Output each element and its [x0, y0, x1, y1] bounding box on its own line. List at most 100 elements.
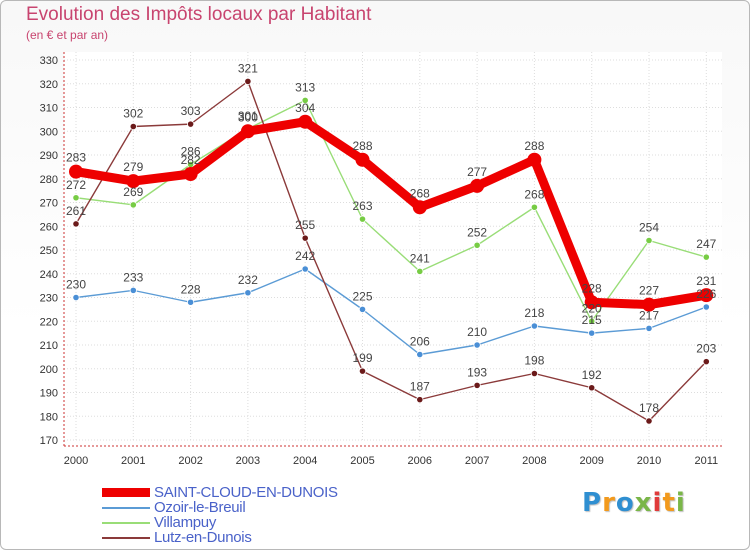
y-tick-label: 270: [40, 198, 58, 210]
data-label-saint-cloud-en-dunois: 282: [181, 153, 201, 167]
x-tick-label: 2003: [236, 455, 260, 467]
x-tick-label: 2008: [522, 455, 546, 467]
data-point-ozoir-le-breuil: [645, 324, 653, 332]
data-label-lutz-en-dunois: 198: [524, 354, 544, 368]
logo-letter: P: [582, 488, 603, 518]
x-tick-label: 2005: [350, 455, 374, 467]
data-point-saint-cloud-en-dunois: [240, 124, 255, 139]
logo-letter: x: [634, 488, 653, 518]
data-point-villampuy: [301, 96, 309, 104]
data-label-ozoir-le-breuil: 233: [123, 270, 143, 284]
data-point-saint-cloud-en-dunois: [69, 164, 83, 179]
data-point-villampuy: [588, 317, 596, 325]
data-label-saint-cloud-en-dunois: 227: [639, 284, 659, 298]
data-point-saint-cloud-en-dunois: [527, 152, 542, 167]
data-label-saint-cloud-en-dunois: 228: [582, 281, 602, 295]
y-tick-label: 170: [40, 435, 58, 447]
data-label-saint-cloud-en-dunois: 304: [295, 101, 315, 115]
data-point-lutz-en-dunois: [588, 384, 596, 392]
data-label-lutz-en-dunois: 302: [123, 107, 143, 121]
y-tick-label: 280: [40, 174, 58, 186]
data-label-villampuy: 254: [639, 221, 659, 235]
data-point-lutz-en-dunois: [416, 396, 424, 404]
legend-swatch: [102, 522, 150, 524]
data-point-saint-cloud-en-dunois: [298, 114, 313, 129]
legend-label: SAINT-CLOUD-EN-DUNOIS: [154, 484, 338, 501]
data-label-lutz-en-dunois: 187: [410, 380, 430, 394]
data-label-ozoir-le-breuil: 210: [467, 325, 487, 339]
data-label-ozoir-le-breuil: 206: [410, 335, 430, 349]
data-label-saint-cloud-en-dunois: 288: [352, 139, 372, 153]
legend-label: Lutz-en-Dunois: [154, 529, 252, 546]
y-tick-label: 200: [40, 364, 58, 376]
data-label-layer: 230 233 228 232 242 225 206 210 218 215 217 226 272 2…: [66, 61, 717, 415]
y-tick-label: 190: [40, 388, 58, 400]
x-tick-label: 2001: [121, 455, 145, 467]
y-tick-label: 300: [40, 126, 58, 138]
data-label-villampuy: 263: [352, 199, 372, 213]
data-point-lutz-en-dunois: [702, 358, 710, 366]
data-point-villampuy: [72, 194, 80, 202]
data-label-lutz-en-dunois: 192: [582, 368, 602, 382]
logo-letter: i: [675, 488, 686, 518]
data-label-ozoir-le-breuil: 215: [582, 313, 602, 327]
data-label-ozoir-le-breuil: 242: [295, 249, 315, 263]
legend-swatch: [102, 488, 150, 497]
logo-letter: i: [652, 488, 663, 518]
data-label-villampuy: 241: [410, 251, 430, 265]
data-point-saint-cloud-en-dunois: [584, 295, 599, 310]
data-label-lutz-en-dunois: 321: [238, 61, 258, 75]
y-tick-label: 260: [40, 221, 58, 233]
data-label-ozoir-le-breuil: 218: [524, 306, 544, 320]
data-point-lutz-en-dunois: [473, 381, 481, 389]
data-label-villampuy: 313: [295, 80, 315, 94]
data-label-lutz-en-dunois: 203: [696, 342, 716, 356]
data-point-saint-cloud-en-dunois: [642, 297, 656, 312]
data-point-villampuy: [702, 253, 710, 261]
y-tick-label: 240: [40, 269, 58, 281]
data-point-ozoir-le-breuil: [187, 298, 195, 306]
chart-title: Evolution des Impôts locaux par Habitant: [26, 4, 372, 25]
data-label-ozoir-le-breuil: 226: [696, 287, 716, 301]
data-label-lutz-en-dunois: 261: [66, 204, 86, 218]
x-tick-label: 2009: [579, 455, 603, 467]
data-label-lutz-en-dunois: 193: [467, 365, 487, 379]
logo-letter: o: [615, 488, 635, 518]
data-label-ozoir-le-breuil: 232: [238, 273, 258, 287]
data-point-saint-cloud-en-dunois: [470, 178, 485, 193]
series-line-saint-cloud-en-dunois: [71, 117, 711, 310]
y-tick-label: 210: [40, 340, 58, 352]
legend-label: Villampuy: [154, 514, 217, 531]
data-point-lutz-en-dunois: [72, 220, 80, 228]
data-point-ozoir-le-breuil: [416, 350, 424, 359]
data-label-villampuy: 272: [66, 178, 86, 192]
data-label-ozoir-le-breuil: 225: [352, 289, 372, 303]
data-label-ozoir-le-breuil: 228: [181, 282, 201, 296]
data-point-ozoir-le-breuil: [702, 303, 710, 311]
data-point-villampuy: [473, 241, 481, 249]
chart-subtitle: (en € et par an): [26, 28, 109, 42]
data-point-villampuy: [416, 267, 424, 275]
data-point-ozoir-le-breuil: [72, 293, 80, 302]
y-tick-label: 310: [40, 103, 58, 115]
line-chart: 170 180 190 200 210 220 230 240 250 260 270 280 290 3…: [40, 52, 722, 467]
data-label-saint-cloud-en-dunois: 288: [524, 139, 544, 153]
data-label-villampuy: 301: [238, 109, 258, 123]
data-point-saint-cloud-en-dunois: [355, 152, 370, 167]
data-point-villampuy: [358, 215, 367, 223]
data-point-lutz-en-dunois: [129, 122, 137, 131]
data-label-ozoir-le-breuil: 230: [66, 278, 86, 292]
data-label-saint-cloud-en-dunois: 279: [123, 160, 143, 174]
series-line-lutz-en-dunois: [75, 80, 707, 422]
series-line-ozoir-le-breuil: [75, 268, 707, 356]
data-label-villampuy: 220: [582, 301, 602, 315]
x-tick-label: 2007: [465, 455, 489, 467]
data-point-ozoir-le-breuil: [588, 329, 596, 337]
y-tick-label: 320: [40, 79, 58, 91]
data-label-villampuy: 268: [524, 187, 544, 201]
data-point-lutz-en-dunois: [301, 234, 309, 242]
data-label-saint-cloud-en-dunois: 268: [410, 186, 430, 200]
y-tick-label: 230: [40, 293, 58, 305]
data-point-ozoir-le-breuil: [244, 289, 252, 297]
x-tick-label: 2006: [408, 455, 432, 467]
